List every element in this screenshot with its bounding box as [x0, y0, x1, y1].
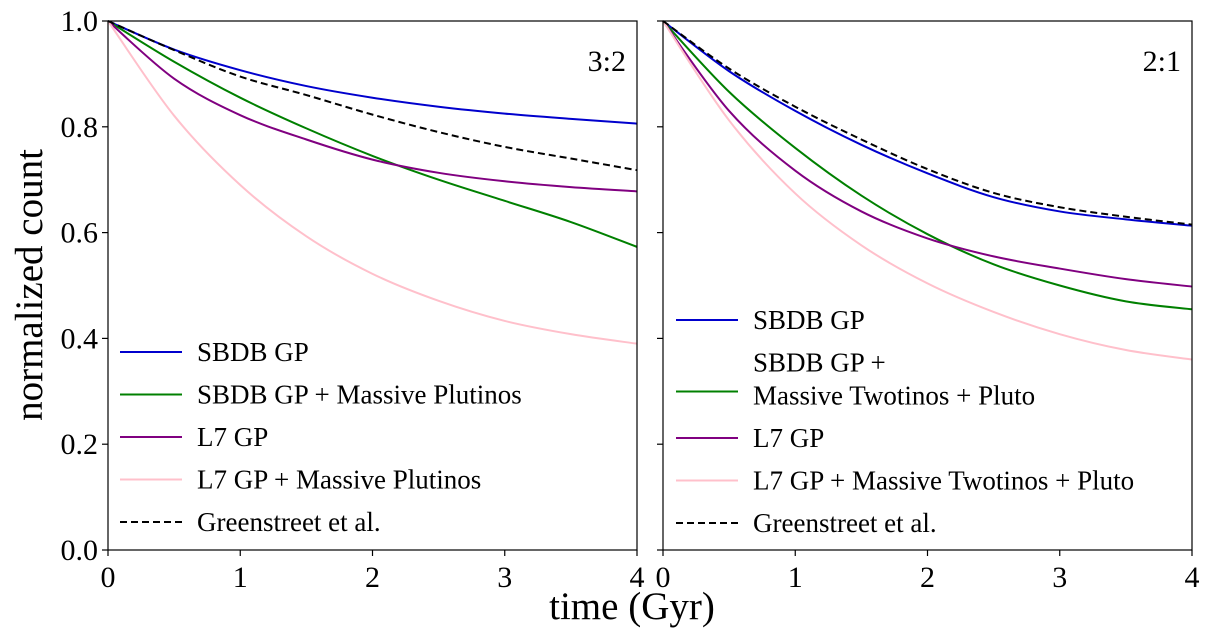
left-x-tick-label-3: 3 — [497, 561, 512, 594]
left-y-tick-label-3: 0.6 — [61, 217, 99, 250]
panel-2-1: 2:1 0 1 2 3 4 SBDB GP SBDB GP + Massive Twotin… — [656, 20, 1200, 594]
left-legend-label-1: SBDB GP + Massive Plutinos — [197, 380, 522, 410]
left-y-tick-label-5: 1.0 — [61, 5, 99, 38]
right-legend-label-3: L7 GP + Massive Twotinos + Pluto — [753, 466, 1134, 496]
left-ticks-group: 0 1 2 3 4 0.0 0.2 0.4 0.6 0.8 1.0 — [61, 5, 645, 594]
right-series-l7-gp-massive-twotinos-pluto — [662, 20, 1193, 361]
right-legend-label-1: SBDB GP + Massive Twotinos + Pluto — [753, 348, 1035, 411]
right-series-l7-gp — [662, 20, 1193, 288]
right-series-greenstreet-et-al — [662, 20, 1193, 226]
right-series-sbdb-gp-massive-twotinos-pluto — [662, 20, 1193, 311]
left-x-tick-label-0: 0 — [101, 561, 116, 594]
panel-label-left: 3:2 — [588, 45, 626, 78]
left-legend-label-3: L7 GP + Massive Plutinos — [197, 465, 481, 495]
left-x-tick-label-2: 2 — [365, 561, 380, 594]
panel-3-2: 3:2 0 1 2 3 40.00.20.40.60.81.0 SBDB GPSBDB … — [61, 5, 645, 594]
left-series-l7-gp — [107, 20, 638, 193]
left-legend-label-4: Greenstreet et al. — [197, 507, 381, 537]
right-series-group — [662, 20, 1193, 361]
y-axis-title: normalized count — [8, 149, 51, 421]
x-axis-title: time (Gyr) — [549, 585, 715, 628]
left-y-tick-label-4: 0.8 — [61, 111, 99, 144]
right-legend: SBDB GP SBDB GP + Massive Twotinos + Pluto… — [676, 305, 1134, 538]
right-x-tick-label-3: 3 — [1052, 561, 1067, 594]
left-x-tick-label-4: 4 — [630, 561, 645, 594]
left-x-tick-label-1: 1 — [233, 561, 248, 594]
left-y-tick-label-0: 0.0 — [61, 534, 99, 567]
right-series-sbdb-gp — [662, 20, 1193, 227]
left-legend-label-0: SBDB GP — [197, 337, 309, 367]
right-x-tick-label-0: 0 — [656, 561, 671, 594]
left-series-sbdb-gp — [107, 20, 638, 125]
right-x-tick-label-4: 4 — [1185, 561, 1200, 594]
right-legend-label-0: SBDB GP — [753, 305, 865, 335]
left-series-sbdb-gp-massive-plutinos — [107, 20, 638, 248]
left-legend-label-2: L7 GP — [197, 422, 268, 452]
left-series-group — [107, 20, 638, 345]
right-x-tick-label-2: 2 — [920, 561, 935, 594]
right-legend-label-2: L7 GP — [753, 423, 824, 453]
right-legend-label-4: Greenstreet et al. — [753, 508, 937, 538]
left-y-tick-label-1: 0.2 — [61, 428, 99, 461]
left-series-greenstreet-et-al — [107, 20, 638, 172]
left-series-l7-gp-massive-plutinos — [107, 20, 638, 345]
right-x-tick-label-1: 1 — [788, 561, 803, 594]
left-legend: SBDB GP SBDB GP + Massive Plutinos L7 GP L7… — [120, 337, 522, 537]
right-ticks-group: 0 1 2 3 4 — [656, 20, 1200, 594]
panel-label-right: 2:1 — [1143, 45, 1181, 78]
left-y-tick-label-2: 0.4 — [61, 322, 99, 355]
